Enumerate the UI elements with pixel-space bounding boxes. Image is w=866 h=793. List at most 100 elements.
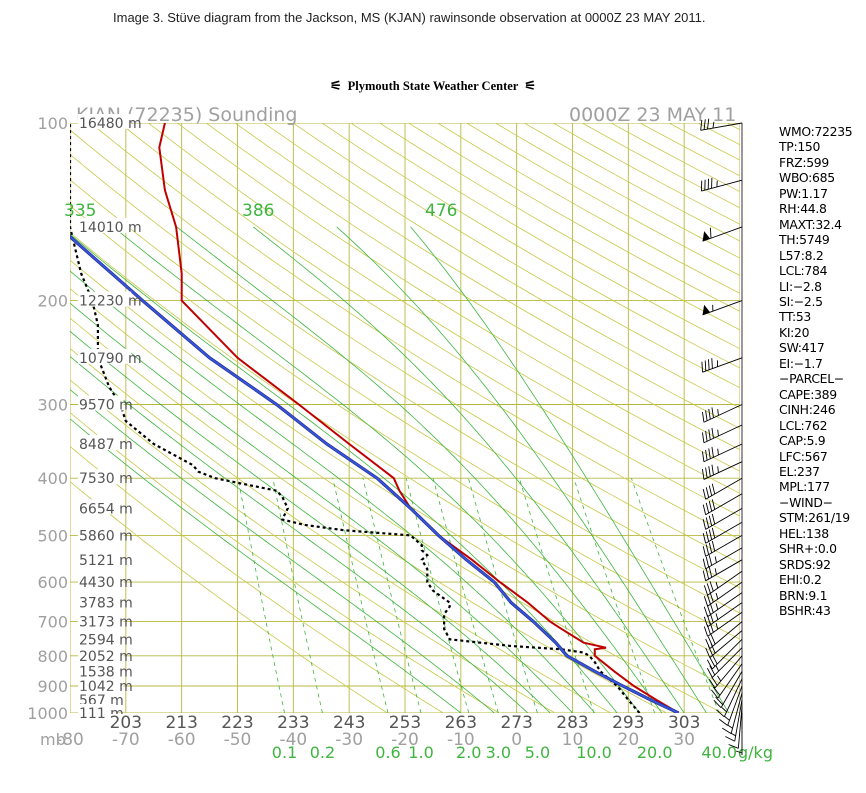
barb-staff <box>734 699 743 742</box>
barb-half <box>712 304 714 312</box>
barb-full <box>705 467 708 479</box>
wind-barb <box>728 706 743 749</box>
wind-barb <box>703 592 743 618</box>
sounding-index-line: MPL:177 <box>779 479 830 495</box>
barb-half <box>715 623 719 630</box>
height-label: 3783 m <box>79 596 133 612</box>
barb-full <box>711 527 716 539</box>
barb-full <box>711 177 713 189</box>
kelvin-tick-label: 233 <box>277 713 309 733</box>
barb-full <box>711 446 714 458</box>
kelvin-tick-label: 223 <box>221 713 253 733</box>
barb-half <box>716 180 718 187</box>
height-label: 12230 m <box>79 294 142 310</box>
barb-staff <box>711 647 743 678</box>
height-label-bg <box>78 704 116 719</box>
wind-barb <box>702 535 743 557</box>
wind-barb <box>700 177 743 192</box>
mixing-ratio-line <box>362 478 422 713</box>
wind-barb <box>705 621 743 649</box>
dry-adiabat <box>70 412 500 713</box>
barb-pennant <box>702 231 711 242</box>
barb-full <box>711 499 716 510</box>
barb-full <box>708 359 710 370</box>
barb-full <box>705 487 710 498</box>
barb-staff <box>707 602 743 628</box>
sounding-traces <box>70 123 680 713</box>
kelvin-tick-label: 253 <box>389 713 421 733</box>
barb-half <box>717 429 719 437</box>
height-label-bg <box>78 499 124 515</box>
kelvin-tick-label: 213 <box>165 713 197 733</box>
mixing-ratio-line <box>468 478 538 713</box>
pressure-tick-label: 100 <box>37 114 68 133</box>
barb-full <box>703 606 709 617</box>
barb-full <box>708 567 713 578</box>
height-label-bg <box>78 573 124 589</box>
barb-full <box>705 638 711 649</box>
barb-full <box>711 483 716 495</box>
pressure-tick-label: 700 <box>37 613 68 632</box>
barb-full <box>708 679 716 689</box>
barb-half <box>715 603 719 610</box>
barb-half <box>721 707 727 713</box>
kelvin-label-bg <box>499 714 534 730</box>
barb-full <box>706 594 711 605</box>
barb-full <box>713 686 721 696</box>
height-label: 6654 m <box>79 501 133 517</box>
sounding-index-line: LCL:784 <box>779 263 828 279</box>
barb-staff <box>723 678 743 718</box>
temperature-tick-label: -60 <box>168 730 196 750</box>
height-label-bg <box>78 435 124 451</box>
barb-full <box>705 647 711 658</box>
wind-barbs <box>700 118 743 755</box>
moist-adiabat <box>336 226 707 713</box>
height-label-bg <box>78 677 124 693</box>
wind-barb <box>702 226 743 242</box>
sounding-index-line: RH:44.8 <box>779 201 827 217</box>
barb-full <box>711 513 716 525</box>
wind-barb <box>700 118 743 131</box>
figure-caption: Image 3. Stüve diagram from the Jackson,… <box>113 10 706 25</box>
height-label-bg <box>78 662 124 678</box>
kelvin-label-bg <box>276 714 311 730</box>
pressure-tick-label: 800 <box>37 647 68 666</box>
mixing-ratio-line <box>237 478 285 713</box>
wind-barb <box>703 602 743 628</box>
temperature-tick-label: -10 <box>447 730 475 750</box>
dry-adiabat <box>70 379 556 713</box>
kelvin-label-bg <box>667 714 702 730</box>
mixing-ratio-line <box>631 478 720 713</box>
wind-barb <box>702 547 743 570</box>
barb-full <box>702 504 707 515</box>
barb-half <box>715 665 720 672</box>
mixing-ratio-label: 3.0 <box>486 743 511 762</box>
dry-adiabat <box>70 129 740 564</box>
kelvin-tick-label: 203 <box>110 713 142 733</box>
sounding-index-line: KI:20 <box>779 324 810 340</box>
moist-adiabat <box>252 226 685 713</box>
kelvin-label-bg <box>555 714 590 730</box>
barb-full <box>709 227 712 239</box>
barb-staff <box>727 685 743 726</box>
pressure-tick-label: 400 <box>37 469 68 488</box>
barb-half <box>715 581 719 589</box>
barb-half <box>717 675 722 682</box>
diagram-grid <box>70 123 740 713</box>
barb-full <box>710 634 716 645</box>
barb-full <box>705 568 710 580</box>
barb-full <box>700 119 703 131</box>
barb-full <box>706 583 711 594</box>
barb-half <box>724 716 730 721</box>
height-label-bg <box>78 550 124 566</box>
barb-full <box>702 532 707 544</box>
wind-barb <box>716 678 743 718</box>
sounding-index-line: BSHR:43 <box>779 603 831 619</box>
barb-half <box>727 724 733 729</box>
barb-full <box>713 699 722 709</box>
mixing-ratio-label: 0.2 <box>310 743 335 762</box>
moist-adiabat <box>113 226 640 713</box>
mixing-ratio-label: 1.0 <box>408 743 433 762</box>
kelvin-label-bg <box>388 714 422 730</box>
wind-barb <box>702 493 743 516</box>
